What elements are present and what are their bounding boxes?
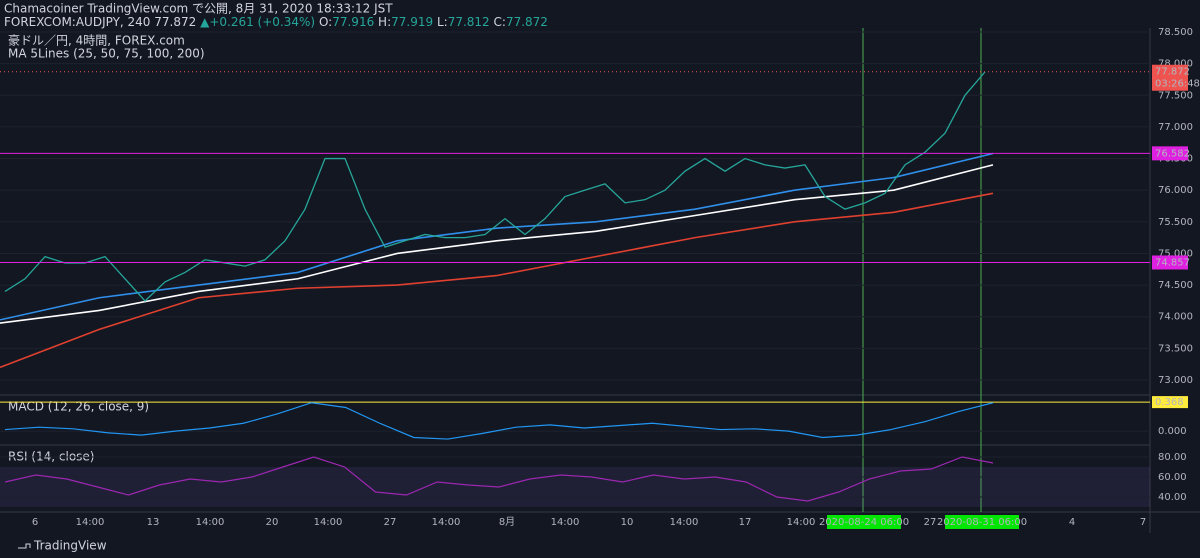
price-tag <box>1152 146 1188 161</box>
l-value: 77.812 <box>448 15 490 29</box>
o-value: 77.916 <box>332 15 374 29</box>
x-tick-label: 14:00 <box>76 517 105 528</box>
marker-box <box>827 515 901 529</box>
x-tick-label: 10 <box>621 517 634 528</box>
ma-line <box>0 164 994 324</box>
legend: 豪ドル／円, 4時間, FOREX.com <box>8 33 185 48</box>
x-tick-label: 27 <box>924 517 937 528</box>
change: ▲+0.261 (+0.34%) <box>200 15 315 29</box>
price-tag <box>1152 255 1188 270</box>
x-tick-label: 27 <box>384 517 397 528</box>
price-tag <box>1152 64 1188 91</box>
price-tag-label: 74.857 <box>1155 258 1190 269</box>
x-tick-label: 14:00 <box>314 517 343 528</box>
x-tick-label: 4 <box>1069 517 1075 528</box>
price-tag-label: 76.582 <box>1155 148 1190 159</box>
y-tick-label: 76.000 <box>1158 185 1193 196</box>
symbol: FOREXCOM:AUDJPY, 240 <box>4 15 150 29</box>
rsi-line <box>4 456 994 502</box>
price-line <box>4 71 986 302</box>
logo <box>18 543 31 549</box>
header-line: Chamacoiner TradingView.com で公開, 8月 31, … <box>4 2 393 16</box>
y-tick-label: 73.500 <box>1158 343 1193 354</box>
x-tick-label: 7 <box>1140 517 1146 528</box>
x-tick-label: 20 <box>266 517 279 528</box>
ma-line <box>0 152 994 321</box>
macd-title: MACD (12, 26, close, 9) <box>8 400 149 414</box>
price-tag-label: 77.872 <box>1155 67 1190 78</box>
y-tick-label: 73.000 <box>1158 375 1193 386</box>
c-value: 77.872 <box>506 15 548 29</box>
y-tick-label: 74.000 <box>1158 312 1193 323</box>
y-tick-label: 78.500 <box>1158 27 1193 38</box>
y-tick-label: 0.000 <box>1158 426 1187 437</box>
l-label: L: <box>437 15 448 29</box>
c-label: C: <box>494 15 506 29</box>
last: 77.872 <box>154 15 196 29</box>
y-tick-label: 75.000 <box>1158 248 1193 259</box>
x-tick-label: 6 <box>32 517 38 528</box>
x-tick-label: 14:00 <box>196 517 225 528</box>
x-tick-label: 13 <box>147 517 160 528</box>
y-tick-label: 40.00 <box>1158 492 1187 503</box>
y-tick-label: 75.500 <box>1158 217 1193 228</box>
countdown: 03:26:48 <box>1155 79 1200 90</box>
legend: MA 5Lines (25, 50, 75, 100, 200) <box>8 47 205 61</box>
marker-box <box>945 515 1019 529</box>
x-tick-label: 14:00 <box>432 517 461 528</box>
price-tag <box>1152 396 1188 409</box>
h-label: H: <box>378 15 391 29</box>
symbol: FOREXCOM:AUDJPY, 240 77.872 ▲+0.261 (+0.… <box>4 15 548 29</box>
marker-label: 2020-08-24 06:00 <box>819 517 909 528</box>
rsi-band <box>0 467 1150 507</box>
macd-line <box>4 402 994 440</box>
y-tick-label: 74.500 <box>1158 280 1193 291</box>
y-tick-label: 77.000 <box>1158 122 1193 133</box>
y-tick-label: 77.500 <box>1158 90 1193 101</box>
y-tick-label: 78.000 <box>1158 59 1193 70</box>
x-tick-label: 17 <box>739 517 752 528</box>
x-tick-label: 14:00 <box>551 517 580 528</box>
y-tick-label: 60.00 <box>1158 472 1187 483</box>
x-tick-label: 8月 <box>499 516 515 528</box>
h-value: 77.919 <box>391 15 433 29</box>
x-tick-label: 14:00 <box>787 517 816 528</box>
marker-label: 2020-08-31 06:00 <box>937 517 1027 528</box>
ma-line <box>0 192 994 369</box>
footer: TradingView <box>33 539 107 553</box>
o-label: O: <box>319 15 332 29</box>
y-tick-label: 80.00 <box>1158 452 1187 463</box>
x-tick-label: 14:00 <box>670 517 699 528</box>
signal-label: 0.368 <box>1155 397 1184 408</box>
